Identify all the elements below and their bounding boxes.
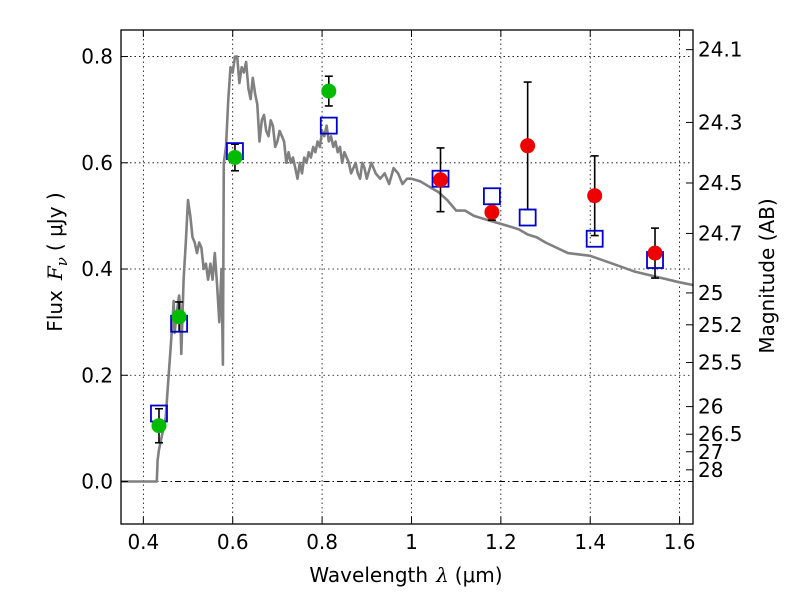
optical-data-point bbox=[227, 149, 243, 165]
model-photometry-square bbox=[483, 187, 501, 206]
x-tick-label: 0.4 bbox=[127, 530, 159, 554]
magnitude-tick-label: 24.7 bbox=[698, 221, 743, 245]
x-tick-label: 1.6 bbox=[664, 530, 696, 554]
x-tick-label: 1 bbox=[405, 530, 418, 554]
y-tick-label: 0.4 bbox=[81, 257, 113, 281]
magnitude-tick-label: 26 bbox=[698, 395, 723, 419]
model-photometry-square bbox=[518, 208, 537, 227]
x-label-unit: (μm) bbox=[455, 563, 503, 587]
x-tick-label: 0.6 bbox=[217, 530, 249, 554]
plot-frame bbox=[120, 29, 694, 525]
y2-axis-label: Magnitude (AB) bbox=[755, 198, 779, 353]
model-spectrum-line bbox=[121, 55, 694, 483]
x-tick-label: 1.4 bbox=[574, 530, 606, 554]
nir-data-point bbox=[520, 138, 536, 154]
x-axis-label: Wavelength λ (μm) bbox=[309, 563, 502, 587]
y-tick-label: 0.0 bbox=[81, 470, 113, 494]
magnitude-tick-label: 28 bbox=[698, 458, 723, 482]
magnitude-tick-label: 25.2 bbox=[698, 313, 743, 337]
magnitude-tick-label: 24.1 bbox=[698, 38, 743, 62]
y-tick-label: 0.6 bbox=[81, 151, 113, 175]
model-photometry-square bbox=[319, 116, 338, 135]
x-label-symbol: λ bbox=[435, 563, 449, 587]
magnitude-tick-label: 24.5 bbox=[698, 171, 743, 195]
y-tick-label: 0.8 bbox=[81, 45, 113, 69]
x-label-prefix: Wavelength bbox=[309, 563, 428, 587]
y-tick-labels: 0.0 0.2 0.4 0.6 0.8 bbox=[81, 45, 113, 494]
model-spectrum-group bbox=[121, 55, 694, 483]
x-tick-labels: 0.4 0.6 0.8 1 1.2 1.4 1.6 bbox=[127, 530, 695, 554]
model-photometry-square bbox=[585, 229, 604, 248]
optical-data-point bbox=[151, 418, 167, 434]
nir-data-point bbox=[433, 172, 449, 188]
nir-data-point bbox=[484, 204, 500, 220]
y-label-subscript: ν bbox=[53, 257, 71, 266]
nir-data-point bbox=[647, 245, 663, 261]
nir-data-point bbox=[587, 188, 603, 204]
magnitude-tick-label: 25.5 bbox=[698, 351, 743, 375]
optical-data-point bbox=[171, 309, 187, 325]
magnitude-tick-label: 24.3 bbox=[698, 110, 743, 134]
magnitude-tick-label: 25 bbox=[698, 281, 723, 305]
optical-data-point bbox=[321, 83, 337, 99]
magnitude-tick-label: 26.5 bbox=[698, 422, 743, 446]
magnitude-tick-label: 27 bbox=[698, 440, 723, 464]
y-tick-label: 0.2 bbox=[81, 363, 113, 387]
observed-photometry-group bbox=[151, 83, 663, 434]
x-tick-label: 1.2 bbox=[485, 530, 517, 554]
axis-ticks bbox=[121, 30, 693, 524]
y-axis-label: Flux Fν ( μJy ) bbox=[43, 192, 71, 331]
y-label-symbol: F bbox=[43, 265, 67, 281]
y-label-prefix: Flux bbox=[43, 290, 67, 332]
x-tick-label: 0.8 bbox=[306, 530, 338, 554]
y-label-unit: ( μJy ) bbox=[43, 192, 67, 251]
